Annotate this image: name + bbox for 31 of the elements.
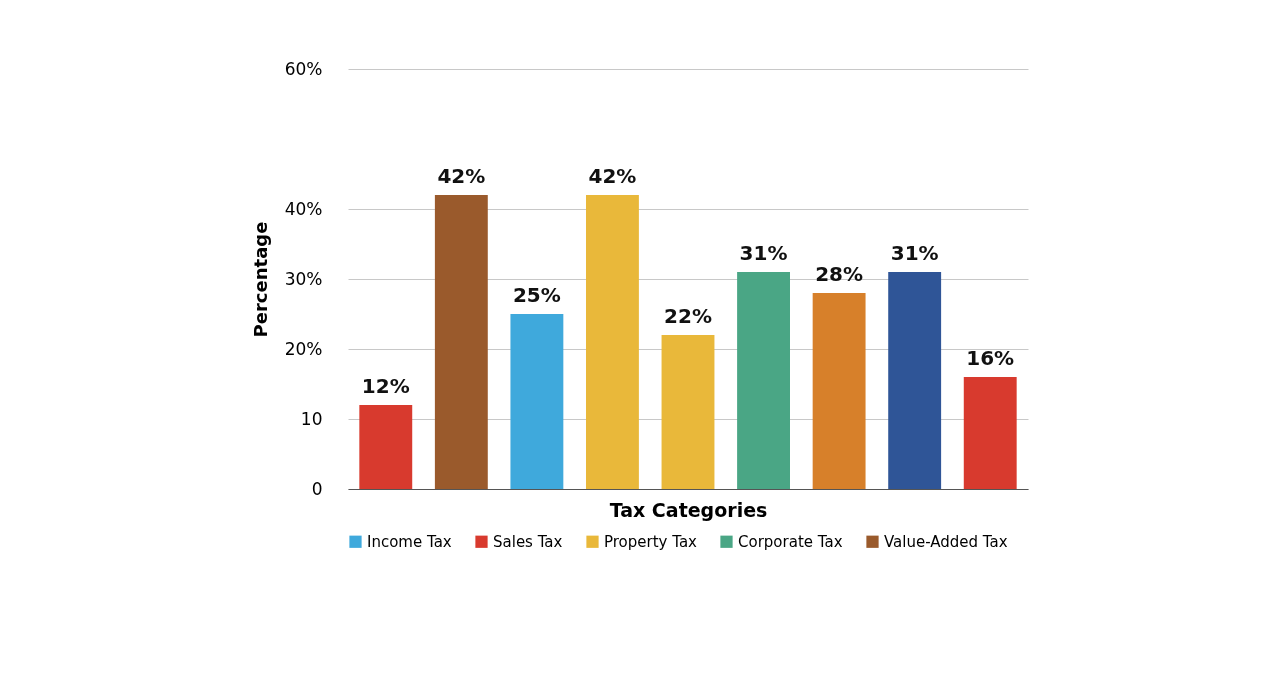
data-label: 31% [739,241,788,265]
bar [359,405,413,489]
y-tick-label: 10 [300,408,323,429]
legend-label: Corporate Tax [738,532,843,551]
legend-label: Property Tax [604,532,698,551]
data-label: 22% [664,304,712,328]
y-tick-label: 40% [284,198,323,219]
data-label: 31% [890,241,939,265]
legend-label: Income Tax [367,532,452,551]
bar [737,272,790,489]
bar [812,293,866,489]
y-tick-label: 60% [284,58,323,79]
bar [661,335,715,489]
data-label: 12% [361,374,410,398]
bar [888,272,942,489]
y-tick-label: 0 [311,478,323,499]
bar [963,377,1017,489]
bar [434,195,488,489]
data-label: 25% [512,283,561,307]
bar [586,195,639,489]
legend-label: Value-Added Tax [884,532,1008,551]
data-label: 16% [966,346,1015,370]
data-label: 42% [588,164,637,188]
y-tick-label: 30% [284,268,323,289]
x-axis-title: Tax Categories [609,498,768,521]
data-label: 28% [815,262,864,286]
bar [510,314,564,489]
y-axis-title: Percentage [249,221,271,338]
data-label: 42% [437,164,486,188]
y-tick-label: 20% [284,338,323,359]
legend-label: Sales Tax [493,532,563,551]
